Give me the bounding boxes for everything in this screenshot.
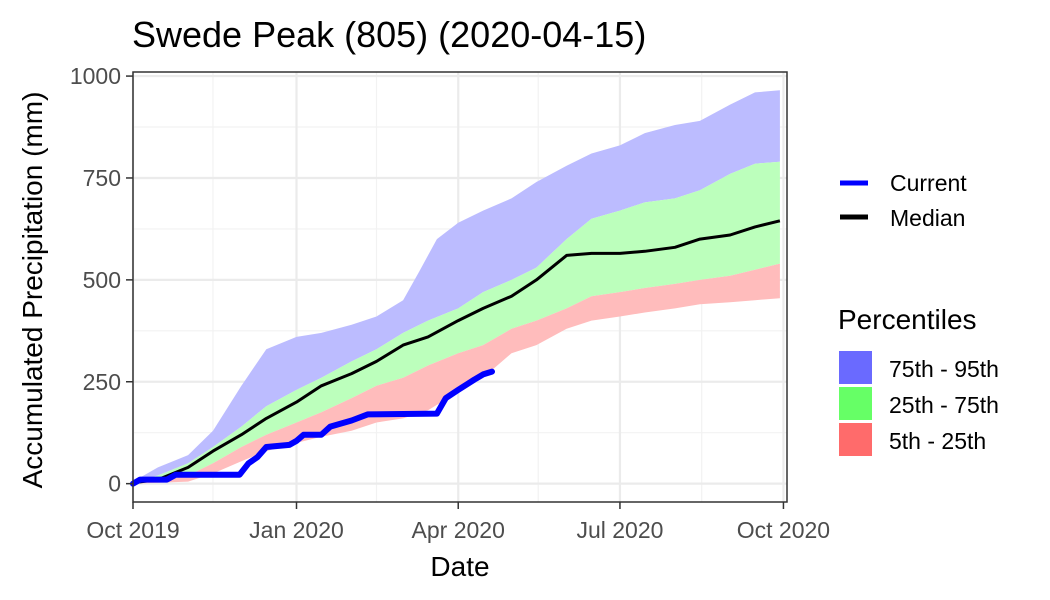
legend-swatch-p25-75 [839, 387, 872, 420]
y-axis: 0 250 500 750 1000 [70, 63, 133, 497]
band-75th-95th [133, 90, 780, 483]
legend-label-median: Median [890, 205, 965, 231]
legend-item-median: Median [840, 205, 965, 231]
legend-label-p5-25: 5th - 25th [889, 428, 986, 454]
y-tick-label: 1000 [70, 63, 121, 89]
x-tick-label: Oct 2020 [737, 517, 830, 543]
y-tick-label: 750 [83, 165, 121, 191]
legend: Current Median Percentiles 75th - 95th 2… [838, 170, 999, 456]
x-axis: Oct 2019 Jan 2020 Apr 2020 Jul 2020 Oct 2020 [86, 502, 830, 543]
legend-item-p5-25: 5th - 25th [839, 423, 986, 456]
series-lines [130, 219, 781, 487]
median-line [132, 219, 781, 485]
legend-label-p25-75: 25th - 75th [889, 392, 999, 418]
y-tick-label: 500 [83, 267, 121, 293]
legend-item-p25-75: 25th - 75th [839, 387, 999, 420]
legend-title-percentiles: Percentiles [838, 304, 977, 335]
y-tick-label: 250 [83, 369, 121, 395]
band-5th-25th [133, 263, 780, 484]
legend-swatch-p5-25 [839, 423, 872, 456]
y-axis-title: Accumulated Precipitation (mm) [17, 92, 48, 489]
legend-label-current: Current [890, 170, 967, 196]
x-tick-label: Apr 2020 [412, 517, 505, 543]
x-tick-label: Jan 2020 [249, 517, 344, 543]
legend-label-p75-95: 75th - 95th [889, 356, 999, 382]
y-tick-label: 0 [108, 471, 121, 497]
x-axis-title: Date [430, 551, 489, 582]
legend-item-current: Current [840, 170, 967, 196]
legend-item-p75-95: 75th - 95th [839, 351, 999, 384]
chart-title: Swede Peak (805) (2020-04-15) [132, 14, 646, 55]
plot-border [132, 71, 788, 503]
x-tick-label: Oct 2019 [86, 517, 179, 543]
current-line [130, 368, 495, 487]
x-tick-label: Jul 2020 [576, 517, 663, 543]
legend-swatch-p75-95 [839, 351, 872, 384]
